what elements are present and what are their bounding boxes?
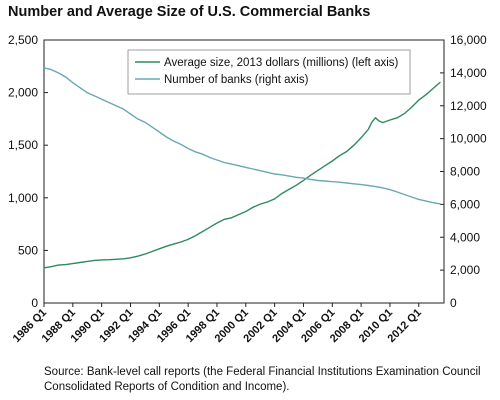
right-axis-tick-label: 4,000	[450, 230, 480, 244]
legend-label-2: Number of banks (right axis)	[164, 74, 309, 86]
right-axis-tick-label: 0	[450, 296, 457, 310]
left-axis-tick-label: 2,000	[8, 86, 38, 100]
left-axis-tick-label: 2,500	[8, 33, 38, 47]
left-axis-tick-label: 1,000	[8, 191, 38, 205]
legend: Average size, 2013 dollars (millions) (l…	[127, 49, 411, 95]
right-axis-tick-label: 6,000	[450, 197, 480, 211]
left-axis-tick-label: 0	[31, 296, 38, 310]
series-line-1	[43, 81, 441, 269]
chart-title: Number and Average Size of U.S. Commerci…	[8, 4, 371, 20]
right-axis-ticks: 0 2,000 4,000 6,000 8,000 10,000 12,000 14,000 1…	[440, 33, 487, 310]
series-lines	[43, 67, 441, 269]
right-axis-tick-label: 14,000	[450, 66, 487, 80]
right-axis-tick-label: 10,000	[450, 132, 487, 146]
right-axis-tick-label: 2,000	[450, 263, 480, 277]
source-note: Source: Bank-level call reports (the Fed…	[44, 366, 481, 393]
left-axis-tick-label: 500	[18, 243, 38, 257]
legend-label-1: Average size, 2013 dollars (millions) (l…	[164, 57, 399, 69]
series-line-2	[43, 67, 441, 205]
legend-box	[127, 49, 411, 95]
right-axis-tick-label: 12,000	[450, 99, 487, 113]
left-axis-ticks: 0 500 1,000 1,500 2,000 2,500	[8, 33, 48, 310]
right-axis-tick-label: 8,000	[450, 165, 480, 179]
left-axis-tick-label: 1,500	[8, 138, 38, 152]
right-axis-tick-label: 16,000	[450, 33, 487, 47]
